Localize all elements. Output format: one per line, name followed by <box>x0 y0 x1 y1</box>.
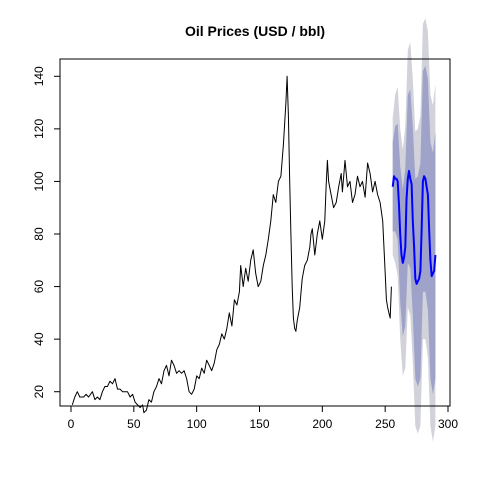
forecast-line <box>391 169 437 285</box>
x-tick-label: 300 <box>438 417 458 431</box>
y-tick-label: 140 <box>32 66 46 86</box>
x-tick-label: 50 <box>127 417 141 431</box>
y-tick-label: 100 <box>32 171 46 191</box>
series-lines <box>71 75 437 414</box>
x-tick-label: 100 <box>187 417 207 431</box>
y-tick-label: 120 <box>32 119 46 139</box>
y-tick-label: 20 <box>32 385 46 399</box>
x-tick-label: 0 <box>68 417 75 431</box>
x-axis: 0 50 100 150 200 250 300 <box>68 405 458 431</box>
history-line <box>71 75 392 414</box>
y-axis: 20 40 60 80 100 120 140 <box>32 66 61 399</box>
x-tick-label: 150 <box>249 417 269 431</box>
chart-title: Oil Prices (USD / bbl) <box>185 23 325 39</box>
plot-frame <box>59 58 451 407</box>
y-tick-label: 80 <box>32 227 46 241</box>
y-tick-label: 60 <box>32 280 46 294</box>
y-tick-label: 40 <box>32 332 46 346</box>
x-tick-label: 200 <box>312 417 332 431</box>
x-tick-label: 250 <box>375 417 395 431</box>
